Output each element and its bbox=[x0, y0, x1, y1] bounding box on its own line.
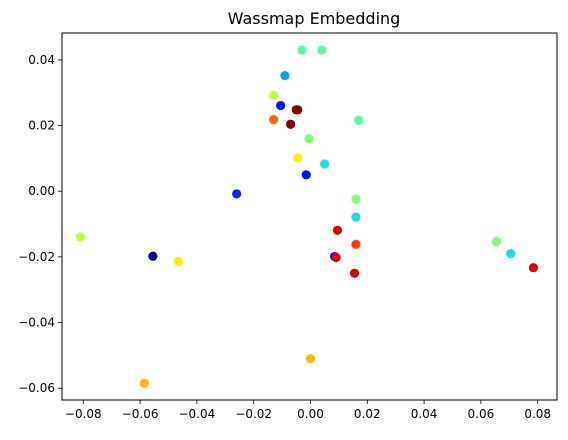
scatter-point bbox=[297, 45, 307, 55]
scatter-point bbox=[351, 239, 361, 249]
scatter-point bbox=[293, 153, 303, 163]
chart-title: Wassmap Embedding bbox=[228, 9, 401, 28]
scatter-point bbox=[331, 252, 341, 263]
scatter-point bbox=[351, 194, 361, 204]
y-tick-label: 0.00 bbox=[28, 184, 55, 198]
y-tick-label: −0.02 bbox=[18, 250, 55, 264]
scatter-point bbox=[268, 115, 279, 125]
y-tick-label: 0.02 bbox=[28, 119, 55, 133]
scatter-point bbox=[349, 268, 360, 278]
scatter-point bbox=[491, 236, 502, 247]
x-tick-label: 0.02 bbox=[354, 407, 381, 421]
scatter-point bbox=[232, 189, 242, 199]
scatter-point bbox=[354, 115, 364, 125]
x-tick-label: 0.06 bbox=[468, 407, 495, 421]
scatter-point bbox=[351, 212, 361, 222]
x-tick-label: 0.08 bbox=[524, 407, 551, 421]
x-tick-label: 0.04 bbox=[411, 407, 438, 421]
plot-frame bbox=[61, 32, 558, 401]
scatter-point bbox=[173, 256, 184, 267]
scatter-point bbox=[293, 105, 303, 115]
scatter-point bbox=[506, 248, 516, 259]
scatter-point bbox=[148, 251, 158, 261]
scatter-point bbox=[139, 378, 149, 388]
scatter-point bbox=[317, 45, 327, 55]
scatter-point bbox=[268, 90, 279, 100]
x-tick-label: −0.04 bbox=[179, 407, 216, 421]
scatter-point bbox=[304, 134, 314, 144]
scatter-point bbox=[276, 100, 286, 111]
x-tick-label: −0.06 bbox=[122, 407, 159, 421]
scatter-point bbox=[320, 159, 330, 169]
points-layer bbox=[75, 45, 539, 388]
x-tick-label: 0.00 bbox=[297, 407, 324, 421]
y-tick-label: −0.06 bbox=[18, 381, 55, 395]
scatter-point bbox=[286, 119, 296, 129]
y-tick-label: 0.04 bbox=[28, 53, 55, 67]
scatter-point bbox=[75, 232, 86, 242]
scatter-point bbox=[280, 71, 290, 81]
x-tick-label: −0.02 bbox=[235, 407, 272, 421]
scatter-point bbox=[332, 225, 343, 235]
y-axis-ticks: 0.04 0.02 0.00 −0.02 −0.04 −0.06 bbox=[18, 53, 62, 395]
x-tick-label: −0.08 bbox=[65, 407, 102, 421]
scatter-point bbox=[305, 354, 316, 364]
scatter-point bbox=[528, 263, 539, 273]
scatter-point bbox=[301, 170, 311, 180]
y-tick-label: −0.04 bbox=[18, 316, 55, 330]
x-axis-ticks: −0.08 −0.06 −0.04 −0.02 0.00 0.02 0.04 0.06 0.08 bbox=[65, 400, 551, 421]
